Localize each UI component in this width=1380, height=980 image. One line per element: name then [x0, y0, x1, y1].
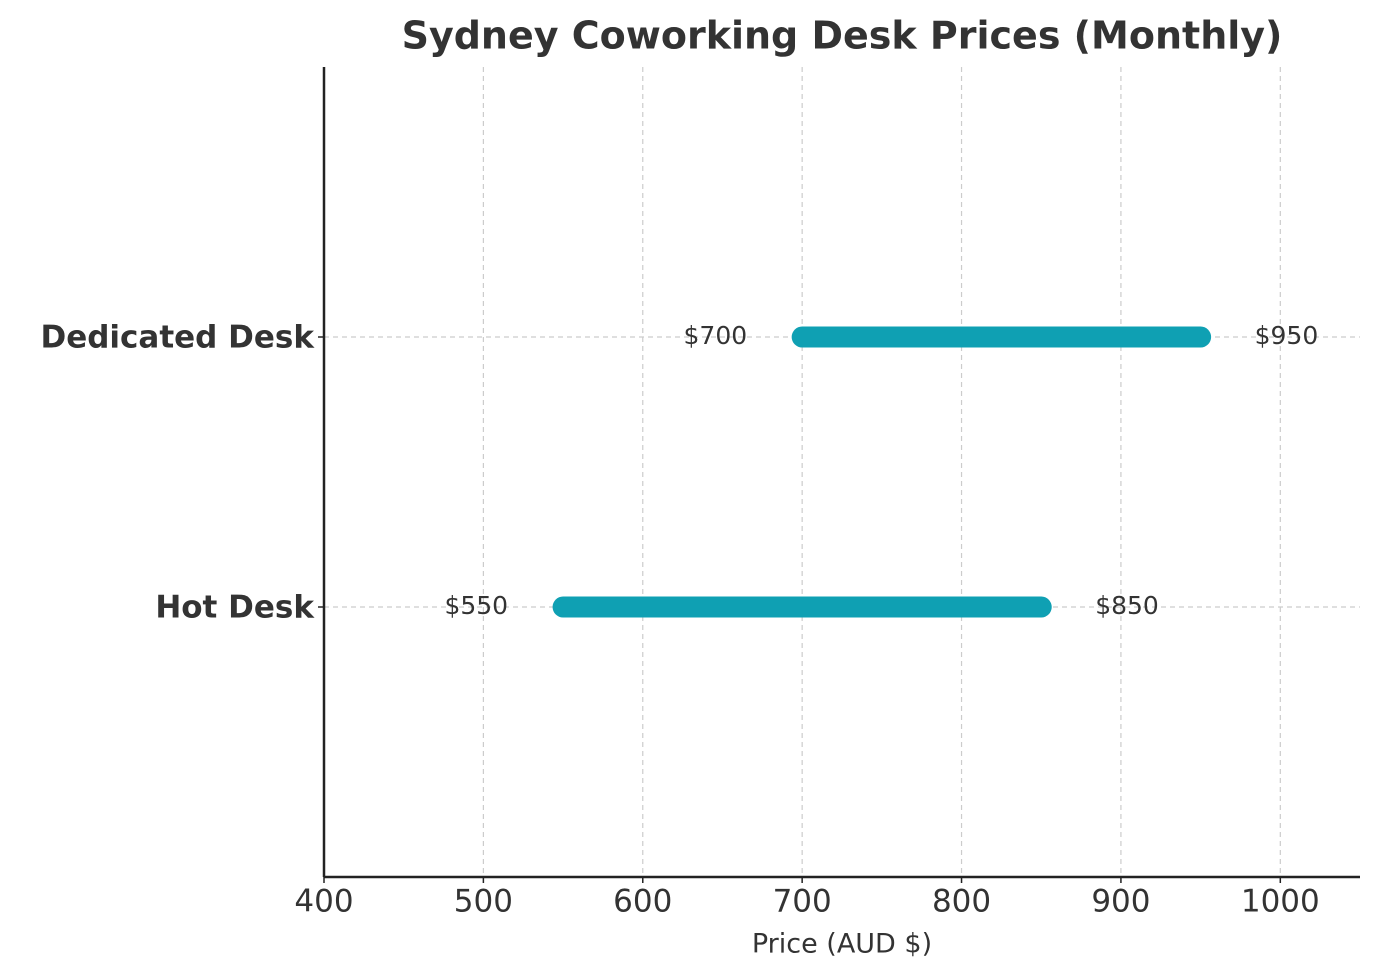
x-tick-label: 600 [613, 884, 672, 920]
y-tick-label: Dedicated Desk [40, 320, 315, 356]
x-tick-label: 800 [932, 884, 991, 920]
x-tick-label: 700 [773, 884, 832, 920]
chart-title: Sydney Coworking Desk Prices (Monthly) [402, 14, 1283, 58]
y-tick-label: Hot Desk [155, 590, 315, 626]
value-label: $550 [444, 591, 508, 620]
value-label: $850 [1095, 591, 1159, 620]
x-tick-label: 1000 [1241, 884, 1320, 920]
x-axis-label: Price (AUD $) [752, 929, 932, 960]
value-label: $950 [1255, 321, 1319, 350]
x-tick-label: 500 [454, 884, 513, 920]
x-tick-label: 900 [1091, 884, 1150, 920]
value-label: $700 [684, 321, 748, 350]
x-tick-label: 400 [294, 884, 353, 920]
